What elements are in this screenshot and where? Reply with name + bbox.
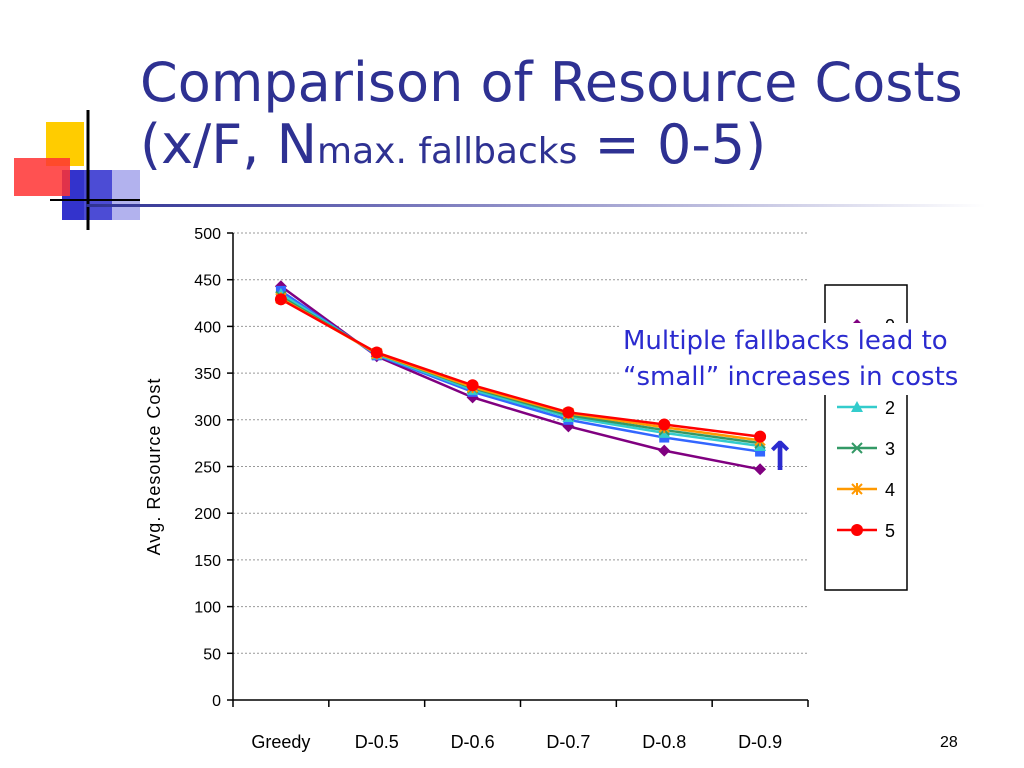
y-tick-label: 50	[203, 646, 221, 663]
title-line-2-pre: (x/F, N	[140, 113, 318, 176]
title-line-1: Comparison of Resource Costs	[140, 51, 963, 114]
title-line-2-sub: max. fallbacks	[317, 131, 578, 172]
x-tick-label: D-0.5	[355, 732, 399, 752]
data-point-series-5	[658, 418, 671, 431]
page-number: 28	[940, 734, 958, 751]
callout-line-2: “small” increases in costs	[623, 362, 959, 392]
legend-marker-4	[851, 483, 863, 495]
data-point-series-0	[658, 444, 671, 457]
series-line-5	[280, 298, 761, 438]
callout-line-1: Multiple fallbacks lead to	[623, 326, 948, 356]
x-tick-label: D-0.7	[546, 732, 590, 752]
legend-label: 5	[885, 521, 895, 541]
y-tick-label: 500	[194, 226, 221, 243]
legend-marker-5	[851, 524, 863, 536]
title-divider	[86, 204, 986, 207]
title-line-2-post: = 0-5)	[577, 113, 767, 176]
data-point-series-1	[755, 446, 766, 457]
x-tick-label: D-0.9	[738, 732, 782, 752]
x-tick-label: Greedy	[251, 732, 310, 752]
legend-label: 3	[885, 439, 895, 459]
data-point-series-5	[274, 293, 287, 306]
slide-title: Comparison of Resource Costs (x/F, Nmax.…	[140, 52, 963, 183]
annotation-callout: Multiple fallbacks lead to “small” incre…	[619, 323, 963, 395]
data-point-series-0	[754, 463, 767, 476]
data-point-series-5	[754, 430, 767, 443]
y-tick-label: 300	[194, 413, 221, 430]
x-tick-label: D-0.6	[451, 732, 495, 752]
data-point-series-5	[466, 379, 479, 392]
legend-label: 4	[885, 480, 895, 500]
y-tick-label: 150	[194, 553, 221, 570]
callout-arrow: ↑	[763, 434, 797, 480]
slide-logo-decoration	[0, 100, 140, 240]
y-tick-label: 0	[212, 693, 221, 710]
legend-label: 2	[885, 398, 895, 418]
y-tick-label: 350	[194, 366, 221, 383]
data-point-series-5	[562, 406, 575, 419]
data-point-series-5	[370, 346, 383, 359]
y-tick-label: 450	[194, 273, 221, 290]
y-tick-label: 250	[194, 460, 221, 477]
plot-area	[233, 233, 808, 700]
y-tick-label: 100	[194, 600, 221, 617]
y-tick-label: 400	[194, 319, 221, 336]
legend-marker-3	[851, 442, 863, 454]
x-tick-label: D-0.8	[642, 732, 686, 752]
y-tick-label: 200	[194, 506, 221, 523]
y-axis-label: Avg. Resource Cost	[144, 378, 164, 556]
legend-marker-2	[851, 401, 863, 412]
